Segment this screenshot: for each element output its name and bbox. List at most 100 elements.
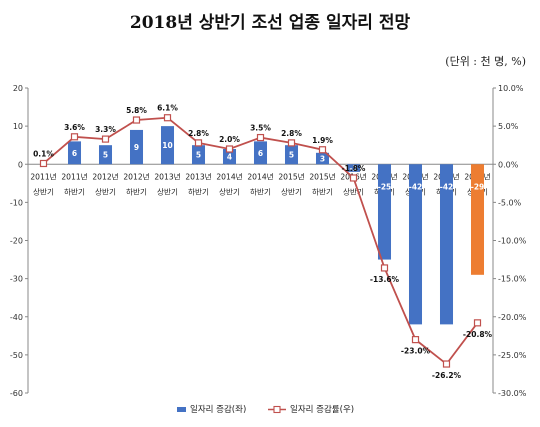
rate-value-label: -1.8% (342, 164, 366, 173)
y-right-tick-label: 0.0% (498, 160, 519, 169)
rate-value-label: 2.8% (281, 129, 302, 138)
x-category-half-label: 하반기 (64, 186, 85, 196)
y-right-tick-label: -5.0% (498, 198, 522, 207)
x-category-half-label: 하반기 (250, 186, 271, 196)
x-category-year-label: 2012년 (123, 171, 149, 181)
bar-value-label: -2 (349, 164, 357, 173)
x-category-half-label: 상반기 (157, 186, 178, 196)
x-category-half-label: 하반기 (312, 186, 333, 196)
rate-marker (411, 336, 420, 344)
bar-value-label: 5 (289, 151, 294, 160)
x-category-half-label: 상반기 (33, 186, 54, 196)
bar (98, 145, 113, 165)
x-category-year-label: 2011년 (30, 171, 56, 181)
rate-value-label: 5.8% (126, 106, 147, 115)
y-left-tick-label: -30 (10, 275, 23, 284)
bar-value-label: -25 (378, 182, 392, 191)
bar-value-label: 3 (320, 155, 325, 164)
x-category-year-label: 2015년 (309, 171, 335, 181)
y-right-tick-label: -25.0% (498, 351, 527, 360)
bar (377, 164, 392, 260)
rate-value-label: 3.6% (64, 123, 85, 132)
bar (408, 164, 423, 325)
x-category-year-label: 2011년 (61, 171, 87, 181)
x-category-year-label: 2015년 (278, 171, 304, 181)
bar-value-label: 4 (227, 153, 232, 162)
bar (439, 164, 454, 325)
rate-value-label: 3.5% (250, 124, 271, 133)
bar-value-label: -42 (409, 182, 423, 191)
rate-marker (101, 135, 110, 143)
legend-bar-swatch (177, 407, 186, 412)
bar (191, 145, 206, 165)
y-left-tick-label: -40 (10, 313, 23, 322)
bar-value-label: 5 (196, 151, 201, 160)
y-right-tick-label: 5.0% (498, 122, 519, 131)
bar (284, 145, 299, 165)
bar (470, 164, 485, 275)
rate-value-label: 2.0% (219, 135, 240, 144)
bar (222, 149, 237, 165)
y-left-tick-label: 20 (13, 84, 23, 93)
rate-marker (442, 360, 451, 368)
y-right-tick-label: -15.0% (498, 275, 527, 284)
legend-line-marker (273, 405, 281, 414)
bar-value-label: 5 (103, 151, 108, 160)
bar-value-label: 6 (72, 149, 77, 158)
rate-marker (163, 114, 172, 122)
x-category-year-label: 2013년 (154, 171, 180, 181)
chart-title: 2018년 상반기 조선 업종 일자리 전망 (129, 13, 411, 33)
rate-marker (225, 145, 234, 153)
legend-line-label: 일자리 증감률(우) (290, 404, 354, 415)
rate-value-label: 1.9% (312, 136, 333, 145)
bar (67, 141, 82, 165)
y-left-tick-label: -50 (10, 351, 23, 360)
rate-value-label: -13.6% (370, 275, 400, 284)
bar (346, 164, 361, 172)
bar-value-label: 9 (134, 143, 139, 152)
y-left-tick-label: 0 (18, 160, 23, 169)
unit-note: (단위 : 천 명, %) (445, 55, 526, 68)
rate-marker (380, 264, 389, 272)
x-category-year-label: 2013년 (185, 171, 211, 181)
y-right-tick-label: -20.0% (498, 313, 527, 322)
rate-marker (318, 146, 327, 154)
bar-value-label: 10 (162, 141, 172, 150)
rate-marker (349, 174, 358, 182)
x-category-half-label: 하반기 (126, 186, 147, 196)
rate-marker (70, 133, 79, 141)
y-left-tick-label: -60 (10, 389, 23, 398)
bar-value-label: -29 (471, 182, 485, 191)
bar-value-label: 6 (258, 149, 263, 158)
bar (160, 126, 175, 165)
rate-marker (256, 133, 265, 142)
x-category-half-label: 하반기 (188, 186, 209, 196)
rate-marker (132, 116, 141, 124)
y-right-tick-label: -30.0% (498, 389, 527, 398)
x-category-half-label: 상반기 (95, 186, 116, 196)
rate-value-label: 6.1% (157, 104, 178, 113)
rate-value-label: 2.8% (188, 129, 209, 138)
rate-marker (39, 159, 48, 168)
rate-value-label: -26.2% (432, 371, 462, 380)
rate-value-label: -23.0% (401, 347, 431, 356)
bar (129, 129, 144, 165)
rate-marker (287, 139, 296, 147)
x-category-half-label: 상반기 (281, 186, 302, 196)
rate-value-label: -20.8% (463, 330, 493, 339)
y-right-tick-label: -10.0% (498, 237, 527, 246)
x-category-half-label: 상반기 (219, 186, 240, 196)
x-category-year-label: 2012년 (92, 171, 118, 181)
rate-marker (473, 319, 482, 327)
x-category-year-label: 2014년 (216, 171, 242, 181)
y-left-tick-label: 10 (13, 122, 23, 131)
bar (315, 152, 330, 165)
bar (253, 141, 268, 165)
y-left-tick-label: -20 (10, 237, 23, 246)
x-category-half-label: 상반기 (343, 186, 364, 196)
y-right-tick-label: 10.0% (498, 84, 524, 93)
rate-value-label: 0.1% (33, 149, 54, 158)
y-left-tick-label: -10 (10, 198, 23, 207)
bar-value-label: -42 (440, 182, 454, 191)
